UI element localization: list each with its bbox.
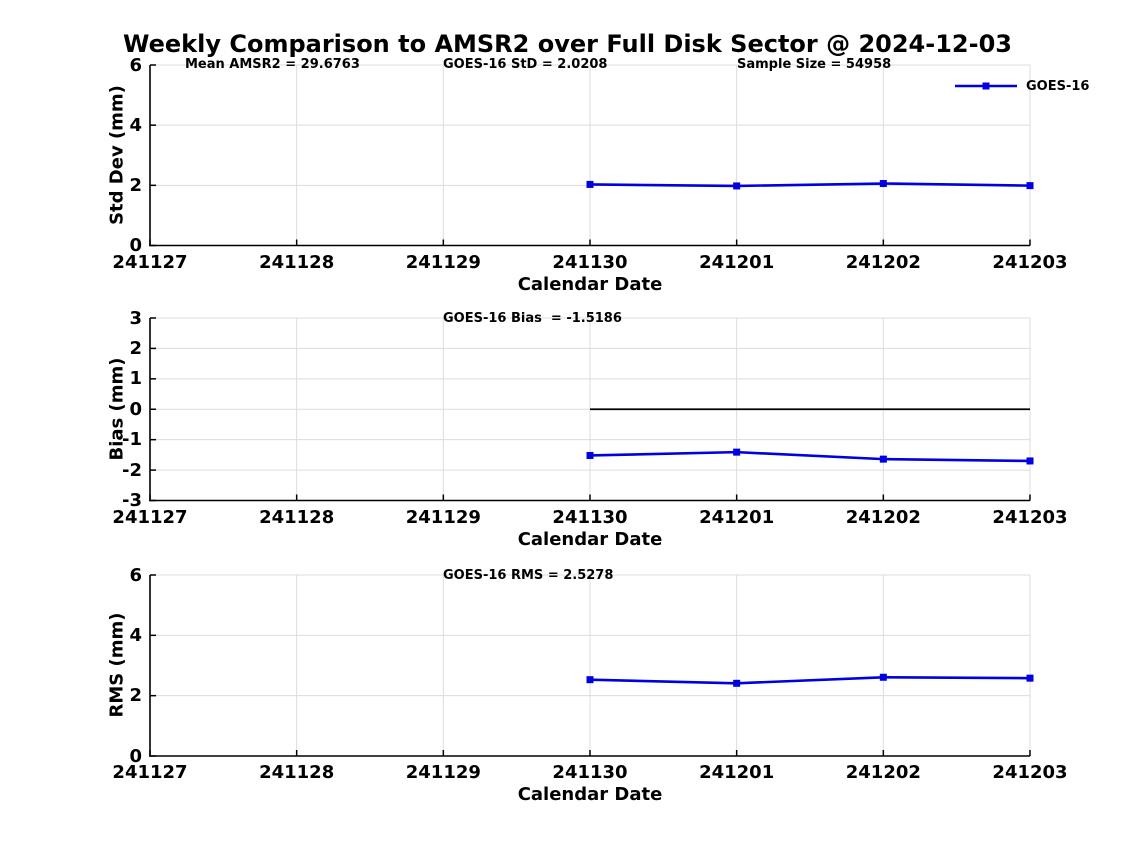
annotation-goes16-std: GOES-16 StD = 2.0208 xyxy=(443,57,608,72)
annotation-sample-size: Sample Size = 54958 xyxy=(737,57,892,72)
y-tick-label: -1 xyxy=(122,429,142,451)
x-tick-label: 241201 xyxy=(699,252,775,273)
x-tick-label: 241129 xyxy=(405,762,481,783)
x-tick-label: 241129 xyxy=(405,507,481,528)
y-axis-title-std-dev: Std Dev (mm) xyxy=(106,85,128,225)
x-tick-label: 241128 xyxy=(259,762,335,783)
y-tick-label: 6 xyxy=(129,564,142,586)
series-marker-goes-16 xyxy=(879,180,887,188)
x-tick-label: 241203 xyxy=(992,507,1068,528)
legend-label: GOES-16 xyxy=(1026,78,1090,94)
x-tick-label: 241203 xyxy=(992,252,1068,273)
y-tick-label: 6 xyxy=(129,54,142,76)
y-tick-label: 3 xyxy=(129,307,142,329)
x-tick-label: 241127 xyxy=(112,507,188,528)
series-marker-goes-16 xyxy=(733,448,741,456)
y-tick-label: 0 xyxy=(129,745,142,767)
series-marker-goes-16 xyxy=(1026,182,1034,190)
series-marker-goes-16 xyxy=(586,180,594,188)
y-tick-label: 2 xyxy=(129,174,142,196)
annotation-goes16-bias: GOES-16 Bias = -1.5186 xyxy=(443,311,622,326)
x-tick-label: 241203 xyxy=(992,762,1068,783)
x-tick-label: 241130 xyxy=(552,762,628,783)
legend-line-sample xyxy=(955,82,1017,90)
series-marker-goes-16 xyxy=(733,182,741,190)
series-marker-goes-16 xyxy=(1026,457,1034,465)
x-tick-label: 241202 xyxy=(845,252,921,273)
y-tick-label: 2 xyxy=(129,337,142,359)
x-axis-title-panel2: Calendar Date xyxy=(517,529,663,550)
series-marker-goes-16 xyxy=(879,673,887,681)
annotation-mean-amsr2: Mean AMSR2 = 29.6763 xyxy=(185,57,360,72)
x-tick-label: 241201 xyxy=(699,507,775,528)
legend: GOES-16 xyxy=(954,78,1089,94)
y-tick-label: -3 xyxy=(122,490,142,511)
annotation-goes16-rms: GOES-16 RMS = 2.5278 xyxy=(443,568,614,583)
x-tick-label: 241130 xyxy=(552,507,628,528)
y-tick-label: 4 xyxy=(129,114,142,136)
x-tick-label: 241130 xyxy=(552,252,628,273)
series-marker-goes-16 xyxy=(586,451,594,459)
x-tick-label: 241127 xyxy=(112,252,188,273)
series-marker-goes-16 xyxy=(733,679,741,687)
y-tick-label: -2 xyxy=(122,459,142,481)
x-tick-label: 241201 xyxy=(699,762,775,783)
series-line-goes-16 xyxy=(589,675,1031,685)
y-tick-label: 0 xyxy=(129,398,142,420)
x-tick-label: 241202 xyxy=(845,507,921,528)
x-tick-label: 241129 xyxy=(405,252,481,273)
series-marker-goes-16 xyxy=(1026,674,1034,682)
series-marker-goes-16 xyxy=(586,676,594,684)
series-marker-goes-16 xyxy=(879,455,887,463)
series-line-goes-16 xyxy=(589,182,1031,188)
series-line-goes-16 xyxy=(589,450,1031,463)
x-tick-label: 241127 xyxy=(112,762,188,783)
x-tick-label: 241202 xyxy=(845,762,921,783)
x-axis-title-panel1: Calendar Date xyxy=(517,274,663,295)
y-tick-label: 4 xyxy=(129,624,142,646)
y-tick-label: 0 xyxy=(129,235,142,256)
x-tick-label: 241128 xyxy=(259,507,335,528)
x-tick-label: 241128 xyxy=(259,252,335,273)
y-tick-label: 2 xyxy=(129,685,142,707)
x-axis-title-panel3: Calendar Date xyxy=(517,784,663,805)
y-tick-label: 1 xyxy=(129,368,142,390)
figure-title: Weekly Comparison to AMSR2 over Full Dis… xyxy=(123,30,1012,58)
